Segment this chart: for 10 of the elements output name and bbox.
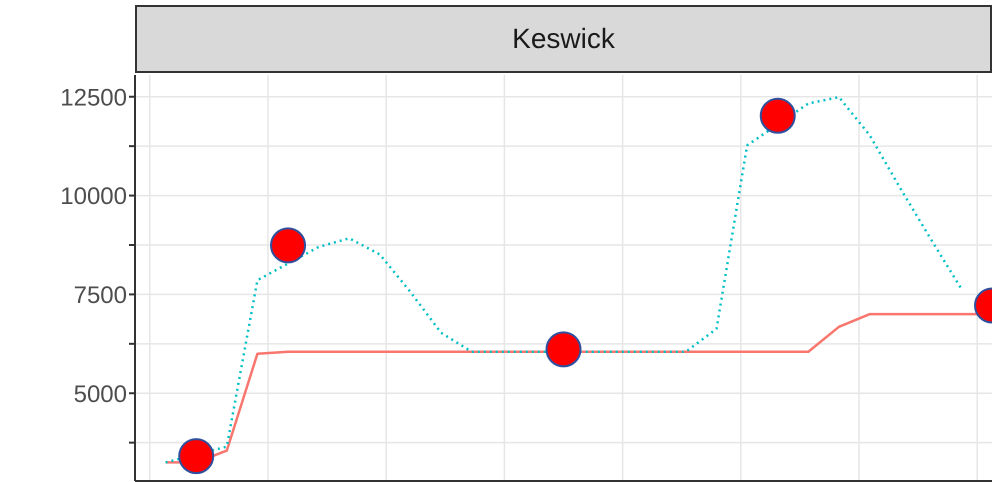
point (178, 438, 214, 474)
y-tick-label: 10000 (60, 183, 127, 210)
point (270, 227, 306, 264)
point (546, 331, 582, 368)
y-tick-label: 7500 (74, 282, 127, 309)
line-series (164, 96, 963, 464)
point (760, 98, 796, 134)
chart-title: Keswick (135, 5, 992, 73)
y-tick-label: 12500 (60, 84, 127, 112)
y-tick-label: 5000 (74, 380, 127, 408)
